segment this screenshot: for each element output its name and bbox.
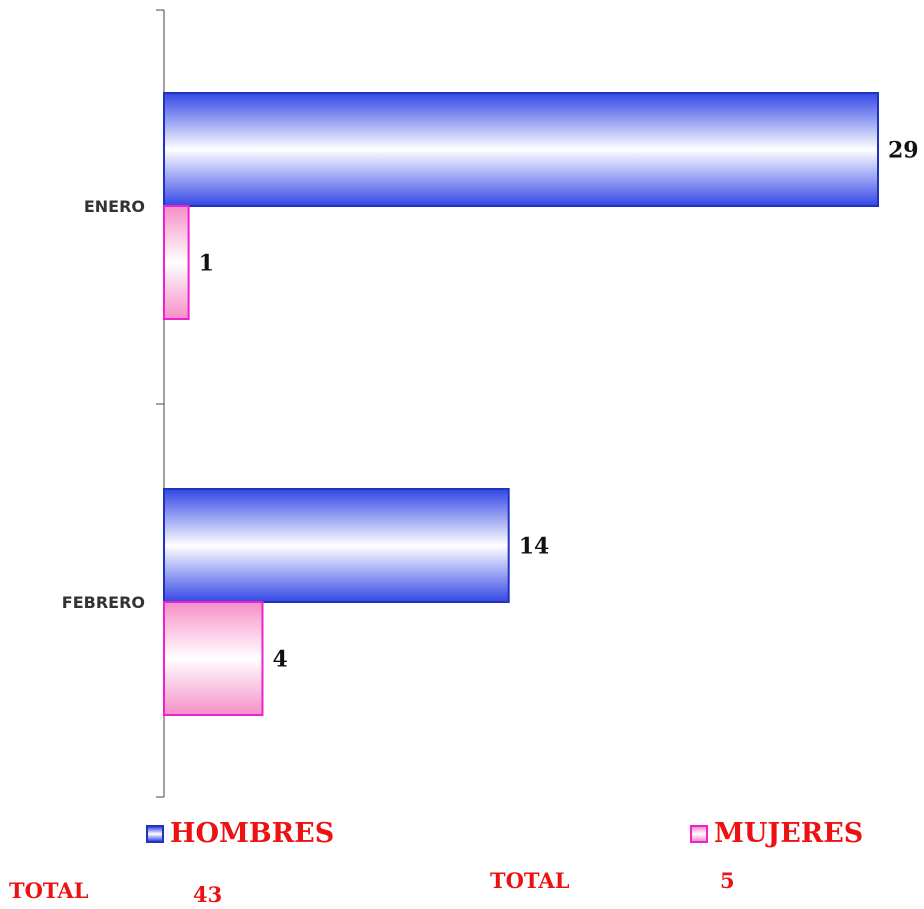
data-label: 4 <box>272 647 287 673</box>
category-label: ENERO <box>84 197 145 216</box>
legend-item-hombres: HOMBRES <box>146 818 334 849</box>
total-value-mujeres: 5 <box>720 868 735 893</box>
total-label-hombres: TOTAL <box>9 878 89 903</box>
total-label-mujeres: TOTAL <box>490 868 570 893</box>
data-label: 14 <box>519 534 550 560</box>
legend-swatch-mujeres <box>690 824 708 843</box>
bar-mujeres-febrero <box>163 601 264 716</box>
legend-label-hombres: HOMBRES <box>170 818 335 849</box>
bars <box>163 92 879 716</box>
labels: ENERO 29 1 FEBRERO 14 4 <box>62 138 919 673</box>
bar-hombres-febrero <box>163 488 510 603</box>
legend-label-mujeres: MUJERES <box>714 818 864 849</box>
value-axis <box>156 9 165 798</box>
legend-item-mujeres: MUJERES <box>690 818 863 849</box>
category-label: FEBRERO <box>62 593 145 612</box>
bar-hombres-enero <box>163 92 879 207</box>
total-value-hombres: 43 <box>193 882 223 907</box>
data-label: 1 <box>199 251 214 277</box>
legend-swatch-hombres <box>146 824 164 843</box>
data-label: 29 <box>888 138 919 164</box>
bar-mujeres-enero <box>163 205 190 320</box>
